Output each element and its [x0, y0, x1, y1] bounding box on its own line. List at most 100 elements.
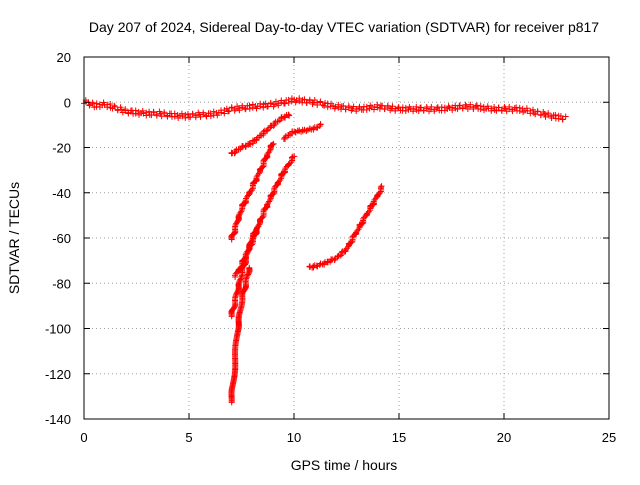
data-point: [317, 121, 324, 128]
y-tick-label: -100: [45, 322, 71, 337]
data-point: [259, 214, 266, 221]
data-point: [337, 252, 344, 259]
data-point: [389, 103, 396, 110]
data-point: [111, 102, 118, 109]
data-point: [420, 107, 427, 114]
chart-title: Day 207 of 2024, Sidereal Day-to-day VTE…: [89, 19, 599, 35]
data-point: [218, 109, 225, 116]
data-point: [467, 101, 474, 108]
data-point: [334, 253, 341, 260]
data-point: [244, 272, 251, 279]
x-tick-label: 10: [287, 430, 301, 445]
data-point: [239, 102, 246, 109]
data-series-7: [228, 264, 253, 406]
data-point: [200, 109, 207, 116]
data-point: [331, 256, 338, 263]
data-point: [236, 107, 243, 114]
data-point: [236, 277, 243, 284]
data-point: [267, 100, 274, 107]
data-point: [498, 107, 505, 114]
data-point: [257, 103, 264, 110]
data-point: [264, 150, 271, 157]
data-series-3: [280, 121, 324, 142]
data-point: [197, 113, 204, 120]
data-point: [259, 164, 266, 171]
data-point: [247, 239, 254, 246]
y-tick-label: 20: [57, 50, 71, 65]
data-point: [264, 127, 271, 134]
data-point: [320, 260, 327, 267]
data-point: [342, 106, 349, 113]
data-point: [243, 251, 250, 258]
data-point: [502, 105, 509, 112]
data-point: [237, 209, 244, 216]
data-series-2: [228, 111, 293, 157]
y-axis-label: SDTVAR / TECUs: [6, 182, 22, 294]
data-point: [171, 110, 178, 117]
data-point: [249, 101, 256, 108]
data-point: [477, 102, 484, 109]
data-point: [431, 108, 438, 115]
data-point: [506, 103, 513, 110]
data-point: [392, 107, 399, 114]
y-tick-label: -120: [45, 367, 71, 382]
data-point: [260, 128, 267, 135]
y-tick-label: 0: [64, 95, 71, 110]
x-tick-label: 25: [602, 430, 616, 445]
data-series-1: [81, 95, 569, 123]
data-point: [374, 104, 381, 111]
data-point: [324, 104, 331, 111]
data-point: [534, 108, 541, 115]
data-point: [285, 99, 292, 106]
data-point: [545, 110, 552, 117]
data-point: [207, 113, 214, 120]
data-point: [456, 102, 463, 109]
x-tick-label: 0: [80, 430, 87, 445]
data-point: [270, 140, 277, 147]
data-point: [232, 221, 239, 228]
data-point: [353, 108, 360, 115]
data-point: [317, 98, 324, 105]
data-series-6: [228, 223, 262, 320]
data-point: [189, 111, 196, 118]
data-point: [491, 103, 498, 110]
data-point: [238, 275, 245, 282]
data-point: [473, 102, 480, 109]
data-point: [306, 97, 313, 104]
tick-layer: 0 5 10 15 20 25 20 0 -20 -40 -60 -80 -100 -120 -140: [45, 50, 616, 445]
data-point: [248, 238, 255, 245]
data-point: [139, 107, 146, 114]
data-point: [269, 141, 276, 148]
data-series-5: [232, 153, 298, 281]
data-point: [232, 148, 239, 155]
y-tick-label: -80: [52, 276, 71, 291]
data-layer: [81, 95, 569, 406]
data-point: [111, 103, 118, 110]
data-point: [552, 111, 559, 118]
data-point: [562, 113, 569, 120]
data-point: [264, 103, 271, 110]
x-tick-label: 5: [185, 430, 192, 445]
data-point: [350, 103, 357, 110]
data-point: [454, 106, 461, 113]
data-point: [379, 102, 386, 109]
data-point: [161, 109, 168, 116]
data-point: [529, 106, 536, 113]
data-point: [314, 102, 321, 109]
data-point: [527, 107, 534, 114]
data-point: [248, 187, 255, 194]
data-point: [93, 100, 100, 107]
data-point: [335, 104, 342, 111]
data-point: [371, 103, 378, 110]
data-point: [377, 184, 384, 191]
data-point: [122, 106, 129, 113]
data-point: [210, 108, 217, 115]
data-point: [310, 125, 317, 132]
data-point: [266, 147, 273, 154]
data-point: [246, 105, 253, 112]
data-point: [237, 276, 244, 283]
data-point: [275, 102, 282, 109]
data-point: [384, 104, 391, 111]
